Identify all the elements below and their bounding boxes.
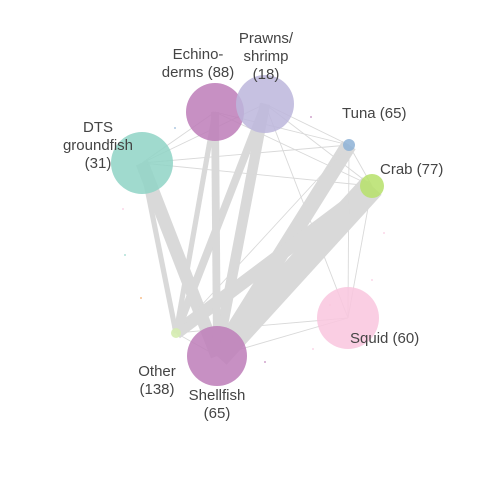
scatter-dot <box>140 297 142 299</box>
edge-prawns-squid <box>264 103 349 319</box>
node-label-prawns: Prawns/shrimp (18) <box>239 30 294 83</box>
edge-dts-tuna <box>141 144 350 164</box>
node-label-line: groundfish <box>63 137 133 154</box>
node-label-line: (18) <box>253 66 280 83</box>
node-squid <box>317 287 379 349</box>
edge-crab-other <box>172 180 376 339</box>
node-echinoderms <box>186 83 244 141</box>
edge-dts-crab <box>141 162 373 187</box>
scatter-dot <box>124 254 126 256</box>
edge-echinoderms-other <box>173 111 218 334</box>
node-label-line: (138) <box>139 381 174 398</box>
node-label-squid: Squid (60) <box>350 330 419 347</box>
node-dts <box>111 132 173 194</box>
node-label-line: Echino- <box>173 46 224 63</box>
node-label-line: derms (88) <box>162 64 235 81</box>
node-label-line: Shellfish <box>189 387 246 404</box>
edge-tuna-other <box>175 144 350 334</box>
node-label-line: Crab (77) <box>380 161 443 178</box>
node-label-line: Other <box>138 363 176 380</box>
scatter-dot <box>174 127 176 129</box>
node-label-line: shrimp <box>243 48 288 65</box>
edge-echinoderms-shellfish <box>211 111 221 357</box>
scatter-dot <box>310 116 312 118</box>
node-label-crab: Crab (77) <box>380 161 443 178</box>
scatter-dot <box>312 348 314 350</box>
node-label-line: (31) <box>85 155 112 172</box>
label-layer: Echino-derms (88)Prawns/shrimp (18) Tuna (… <box>63 30 443 422</box>
scatter-dot <box>264 361 266 363</box>
edge-dts-shellfish <box>135 160 224 359</box>
node-label-shellfish: Shellfish (65) <box>189 387 246 422</box>
node-prawns <box>236 75 294 133</box>
node-label-tuna: Tuna (65) <box>342 105 406 122</box>
node-label-line: Prawns/ <box>239 30 294 47</box>
scatter-dot <box>383 232 385 234</box>
node-layer <box>111 75 384 386</box>
node-label-echinoderms: Echino-derms (88) <box>162 46 235 81</box>
node-label-line: DTS <box>83 119 113 136</box>
node-label-line: Tuna (65) <box>342 105 406 122</box>
node-other <box>171 328 181 338</box>
node-label-dts: DTS groundfish (31) <box>63 119 133 172</box>
node-shellfish <box>187 326 247 386</box>
scatter-dot <box>122 208 124 210</box>
edge-prawns-shellfish <box>211 103 271 357</box>
node-label-line: Squid (60) <box>350 330 419 347</box>
node-tuna <box>343 139 355 151</box>
node-crab <box>360 174 384 198</box>
edge-prawns-other <box>172 102 269 335</box>
node-label-other: Other (138) <box>138 363 176 398</box>
node-label-line: (65) <box>204 405 231 422</box>
scatter-dot <box>371 279 373 281</box>
